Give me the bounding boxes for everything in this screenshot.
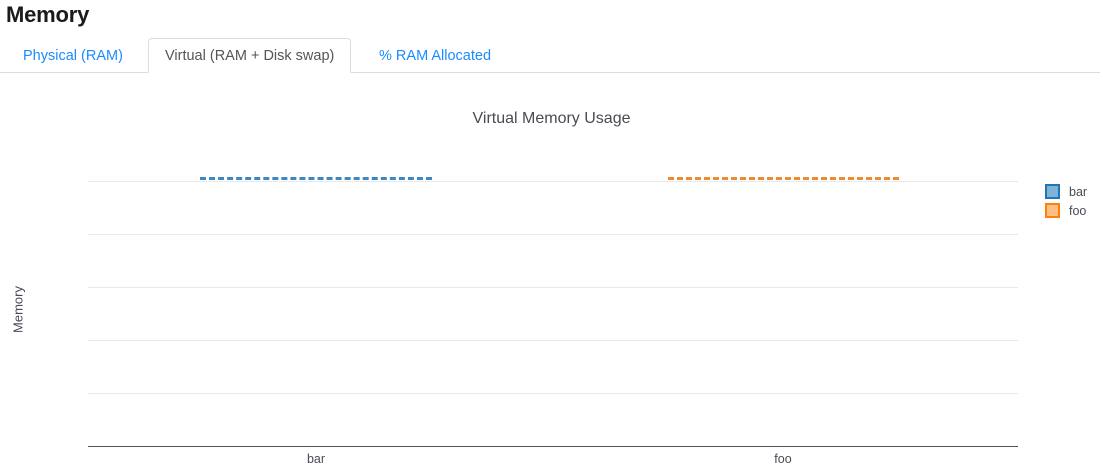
tab-virtual-ram-disk-swap[interactable]: Virtual (RAM + Disk swap) — [148, 38, 352, 73]
x-tick-foo: foo — [774, 452, 792, 466]
gridline-800m — [88, 234, 1018, 235]
gridline-600m — [88, 287, 1018, 288]
legend-swatch-foo-icon — [1045, 203, 1060, 218]
legend-item-bar[interactable]: bar — [1045, 182, 1087, 201]
tab-percent-ram-allocated[interactable]: % RAM Allocated — [379, 47, 492, 64]
legend-item-foo[interactable]: foo — [1045, 201, 1087, 220]
chart-legend: bar foo — [1045, 182, 1087, 220]
series-line-foo — [668, 177, 899, 180]
legend-swatch-bar-icon — [1045, 184, 1060, 199]
legend-label-bar: bar — [1069, 184, 1088, 199]
gridline-400m — [88, 340, 1018, 341]
legend-label-foo: foo — [1069, 203, 1087, 218]
series-line-bar — [200, 177, 432, 180]
plot-area: 1.000G 800.0M 600.0M 400.0M 200.0M 0.000… — [88, 74, 1018, 469]
y-axis-label: Memory — [10, 286, 26, 333]
tab-physical-ram[interactable]: Physical (RAM) — [23, 47, 123, 64]
gridline-200m — [88, 393, 1018, 394]
virtual-memory-chart: Virtual Memory Usage Memory 1.000G 800.0… — [0, 74, 1103, 469]
chart-title: Virtual Memory Usage — [472, 110, 631, 127]
x-tick-bar: bar — [306, 452, 326, 466]
tab-bar: Physical (RAM) Virtual (RAM + Disk swap)… — [0, 38, 1100, 73]
x-axis-line — [88, 446, 1018, 447]
gridline-1g — [88, 181, 1018, 182]
page-title: Memory — [6, 2, 90, 27]
